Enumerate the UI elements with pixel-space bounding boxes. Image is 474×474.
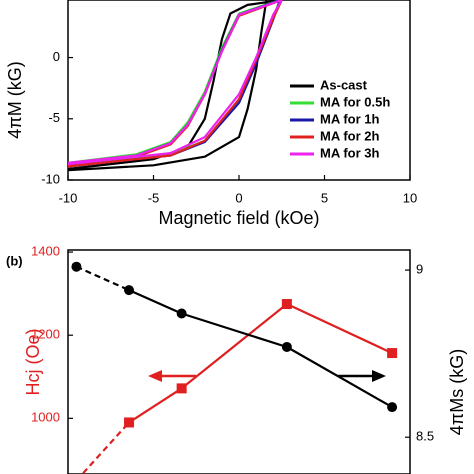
data-point [387,402,398,413]
data-point [176,383,187,394]
data-point [71,261,82,272]
data-point [387,348,398,359]
legend-label: MA for 1h [320,111,380,126]
axis-arrow-head [148,370,162,382]
y-tick-label: 1400 [31,244,60,259]
y2-tick-label: 8.5 [416,429,434,444]
y-tick-label: -5 [48,110,60,125]
property-chart: 1000 1200 1400 8.5 9 Hcj (Oe) 4πMs (kG) (b) [6,244,467,474]
hysteresis-chart: -10 -5 0 5 10 -10 -5 0 Magnetic field (kOe) 4πM (… [5,0,417,228]
x-tick-label: -10 [59,190,78,205]
series-line [68,0,283,166]
data-point [281,299,292,310]
x-tick-label: 10 [403,190,417,205]
series-line [75,265,393,409]
data-point [176,308,187,319]
data-point [124,417,135,428]
plot-area [68,0,283,172]
data-point [124,285,135,296]
x-axis-label: Magnetic field (kOe) [158,208,319,228]
y2-axis-label: 4πMs (kG) [447,349,467,435]
legend-label: As-cast [320,77,368,92]
y-axis-label: 4πM (kG) [5,61,25,138]
y-tick-label: 1000 [31,410,60,425]
y-tick-label: -10 [41,171,60,186]
axis-arrow-head [372,370,386,382]
data-point [281,341,292,352]
x-tick-label: 0 [235,190,242,205]
legend-label: MA for 0.5h [320,94,390,109]
series-line [68,0,283,168]
legend-label: MA for 3h [320,145,380,160]
y2-tick-label: 9 [416,261,423,276]
plot-area [71,261,398,474]
plot-frame [67,249,411,474]
panel-label: (b) [6,253,23,268]
legend-label: MA for 2h [320,128,380,143]
series-line [68,0,282,172]
x-tick-label: 5 [321,190,328,205]
y-tick-label: 1200 [31,327,60,342]
y-axis-label: Hcj (Oe) [23,329,43,396]
y-tick-label: 0 [53,49,60,64]
x-tick-label: -5 [148,190,160,205]
